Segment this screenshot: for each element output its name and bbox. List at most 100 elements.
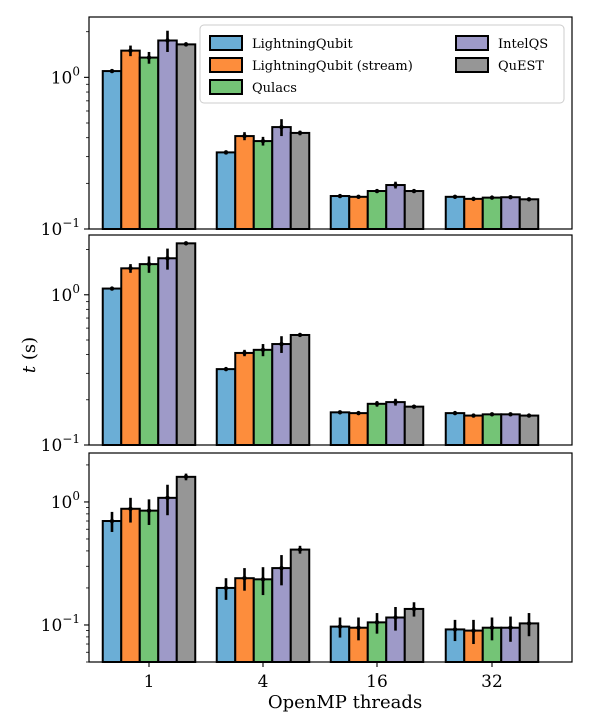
bar-marker [374,620,380,625]
bar-marker [393,182,398,188]
x-tick-label: 16 [366,672,388,692]
y-tick-label: 10−1 [41,612,80,636]
bar-panel2-intelqs-32 [500,413,521,446]
bar-panel2-quest-16 [403,405,425,446]
bar-marker [223,150,229,155]
bar-marker [109,68,115,74]
bar-marker [165,38,170,43]
bar-panel3-intelqs-1 [157,496,178,663]
y-tick-label: 10−1 [41,432,80,456]
bar-marker [508,412,513,417]
bar-marker [279,124,284,130]
bar-panel2-lightningqubit-stream--32 [463,414,484,447]
bar-panel1-lightningqubit-16 [329,195,351,231]
bar-panel1-intelqs-32 [500,196,521,230]
bar-marker [242,576,247,581]
y-axis-label-symbol: t [19,365,40,373]
bar-panel1-quest-1 [175,43,197,231]
bar-panel1-lightningqubit-stream--4 [234,135,255,231]
panel-frame [88,16,573,230]
y-tick-label: 10−1 [41,216,80,240]
y-axis-label: t (s) [19,337,40,373]
bar-marker [337,410,343,415]
bar-panel1-lightningqubit-32 [444,195,466,231]
bar-marker [146,55,152,60]
bar-panel2-lightningqubit-stream--1 [120,267,141,446]
bar-marker [337,193,343,199]
bar-marker [356,410,361,416]
legend-swatch [209,57,243,73]
bar-panel3-lightningqubit-1 [101,520,123,664]
bar-marker [356,625,361,630]
y-tick-label: 100 [51,282,80,306]
bar-marker [165,495,170,501]
bar-panel1-lightningqubit-stream--16 [348,195,369,231]
bar-marker [242,350,247,356]
bar-marker [146,261,152,267]
bar-marker [279,565,284,571]
legend-swatch [455,35,489,51]
panel-1: 10−1 100 [41,16,573,240]
x-tick-label: 1 [144,672,155,692]
bar-panel3-lightningqubit-stream--4 [234,577,255,664]
bar-panel3-qulacs-1 [138,509,160,664]
bar-marker [183,241,189,246]
bar-marker [374,188,380,194]
bar-panel2-lightningqubit-4 [215,368,237,446]
bar-panel1-quest-16 [403,190,425,231]
bar-panel2-quest-4 [289,333,311,447]
legend-label: Qulacs [252,81,297,96]
bar-panel1-qulacs-32 [481,196,503,231]
x-axis-label: OpenMP threads [268,692,422,713]
bar-panel2-qulacs-32 [481,413,503,446]
bar-marker [183,42,189,47]
bar-marker [452,627,458,632]
legend-label: IntelQS [498,37,548,52]
bar-marker [526,621,532,626]
bar-marker [393,615,398,620]
bar-marker [297,332,303,338]
bar-panel1-intelqs-4 [271,126,292,230]
bar-marker [279,341,284,347]
bar-marker [526,413,532,418]
legend: LightningQubit LightningQubit (stream) Qul… [199,24,565,104]
bar-marker [242,133,247,139]
bar-marker [223,585,229,591]
bar-panel2-lightningqubit-1 [101,287,123,446]
bar-marker [109,286,115,291]
bar-marker [471,196,476,202]
bar-panel2-lightningqubit-16 [329,411,351,446]
bar-panel2-qulacs-4 [252,348,274,446]
bar-panel2-qulacs-1 [138,263,160,446]
bar-marker [526,197,532,202]
legend-label: QuEST [498,59,544,74]
bar-marker [356,194,361,200]
bar-marker [489,625,495,630]
bar-marker [471,628,476,633]
bar-panel2-lightningqubit-32 [444,412,466,446]
bar-panel1-lightningqubit-4 [215,151,237,230]
bar-panel1-lightningqubit-stream--1 [120,49,141,230]
bar-marker [109,518,115,524]
bar-panel1-quest-32 [518,198,540,230]
bar-marker [260,347,266,353]
bar-marker [260,577,266,582]
y-tick-label: 100 [51,64,80,88]
panel-3: 10−1 100 [41,452,573,664]
bar-marker [223,366,229,372]
bar-marker [411,404,417,409]
bar-marker [165,256,170,261]
bar-panel2-qulacs-16 [366,402,388,447]
panel-frame [88,452,573,663]
bar-marker [374,401,380,407]
bar-marker [297,130,303,136]
x-tick-label: 4 [258,672,269,692]
bar-panel1-qulacs-1 [138,56,160,230]
bar-panel1-quest-4 [289,131,311,230]
legend-swatch [209,35,243,51]
bar-panel2-quest-1 [175,242,197,446]
bar-marker [393,399,398,405]
bar-panel2-quest-32 [518,414,540,447]
bar-marker [128,266,133,271]
